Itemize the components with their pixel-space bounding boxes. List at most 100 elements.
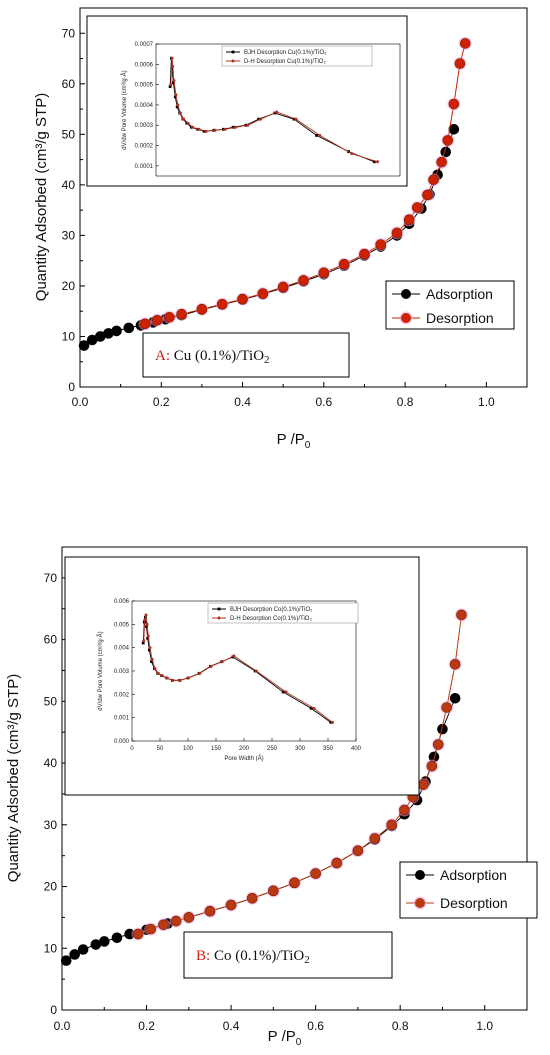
desorption-point	[456, 609, 467, 621]
annotation-box	[183, 931, 393, 979]
legend-marker	[415, 898, 425, 908]
inset-dh-point	[170, 56, 174, 60]
desorption-point	[422, 189, 433, 201]
inset-dh-point	[187, 676, 191, 680]
legend-label: Adsorption	[440, 867, 507, 883]
inset-dh-point	[312, 706, 316, 710]
desorption-point	[318, 267, 330, 279]
inset-y-axis-label: dV/dw Pore Volume (cm³/g·Å)	[97, 631, 104, 710]
inset-bjh-point	[372, 160, 376, 164]
inset-x-tick-label: 0	[130, 746, 134, 752]
annotation-letter: A:	[155, 348, 170, 364]
adsorption-point	[449, 692, 461, 704]
annotation-text: A: Cu (0.1%)/TiO2	[155, 348, 270, 366]
inset-series-line-1	[170, 58, 378, 163]
desorption-point	[139, 318, 151, 330]
inset-dh-point	[150, 657, 154, 661]
inset-dh-point	[284, 690, 288, 694]
desorption-point	[403, 214, 415, 226]
adsorption-point	[60, 955, 72, 966]
inset-bjh-point	[168, 85, 172, 89]
inset-dh-point	[223, 127, 227, 131]
x-axis-label-subscript: 0	[296, 1037, 302, 1048]
y-axis-label: Quantity Adsorbed (cm³/g STP)	[33, 93, 50, 301]
inset-y-tick-label: 0.0002	[135, 144, 154, 150]
desorption-point	[145, 923, 157, 935]
adsorption-point	[448, 123, 460, 135]
inset-x-tick-label: 50	[157, 746, 164, 752]
y-tick-label: 0	[50, 1003, 57, 1017]
inset-legend-marker	[217, 607, 221, 611]
desorption-point	[289, 877, 300, 889]
x-axis-label-main: P /P	[277, 431, 305, 448]
y-tick-label: 70	[62, 26, 76, 40]
x-tick-label: 0.2	[138, 1019, 155, 1033]
desorption-point	[298, 275, 309, 286]
inset-dh-point	[148, 646, 152, 650]
inset-bjh-point	[171, 81, 175, 84]
inset-dh-point	[182, 117, 186, 121]
desorption-point	[196, 303, 208, 315]
inset-dh-point	[220, 660, 224, 664]
inset-y-tick-label: 0.0003	[135, 123, 154, 129]
inset-y-axis-label: dV/dw Pore Volume (cm³/g·Å)	[121, 70, 128, 149]
y-tick-label: 30	[44, 818, 58, 832]
inset-y-tick-label: 0.0006	[135, 62, 154, 68]
legend-label: Desorption	[440, 895, 508, 911]
y-tick-label: 60	[44, 633, 58, 647]
inset-dh-point	[143, 618, 147, 622]
inset-dh-point	[176, 103, 180, 107]
x-axis-label: P /P0	[268, 1028, 302, 1048]
x-tick-label: 0.2	[153, 395, 170, 409]
inset-bjh-point	[146, 636, 150, 640]
x-tick-label: 1.0	[478, 395, 495, 409]
inset-dh-point	[178, 678, 182, 682]
desorption-point	[237, 293, 248, 305]
desorption-point	[399, 804, 410, 816]
annotation-subscript: 2	[304, 954, 310, 966]
inset-bjh-point	[175, 105, 179, 109]
inset-bjh-point	[292, 117, 296, 121]
adsorption-point	[98, 936, 110, 947]
desorption-point	[268, 885, 279, 897]
inset-dh-point	[174, 93, 178, 97]
y-tick-label: 40	[62, 178, 76, 192]
inset-y-tick-label: 0.0005	[135, 83, 154, 89]
inset-dh-point	[171, 678, 175, 682]
adsorption-point	[69, 949, 80, 960]
x-tick-label: 1.0	[476, 1019, 493, 1033]
inset-dh-point	[198, 671, 202, 675]
inset-legend-box	[207, 602, 359, 624]
y-tick-label: 10	[44, 941, 58, 955]
x-tick-label: 0.4	[234, 395, 251, 409]
inset-bjh-point	[150, 660, 153, 664]
annotation-box	[142, 332, 350, 378]
legend-marker	[415, 870, 425, 880]
desorption-point	[459, 38, 471, 49]
y-axis-label: Quantity Adsorbed (cm³/g STP)	[5, 674, 22, 882]
inset-legend-label: BJH Desorption Co(0.1%)/TiO₂	[230, 607, 313, 613]
desorption-point	[375, 239, 387, 250]
inset-dh-point	[234, 125, 238, 129]
inset-plot-frame	[131, 600, 357, 742]
inset-series-line-1	[143, 614, 333, 723]
y-tick-label: 70	[44, 571, 58, 585]
inset-dh-point	[171, 64, 175, 68]
inset-dh-point	[144, 613, 148, 617]
inset-y-tick-label: 0.0004	[135, 103, 154, 109]
inset-bjh-point	[281, 690, 285, 694]
inset-dh-point	[254, 669, 258, 673]
inset-dh-point	[153, 667, 157, 671]
desorption-point	[151, 314, 163, 326]
inset-bjh-point	[315, 133, 318, 137]
inset-bjh-point	[170, 66, 174, 70]
legend-label: Adsorption	[426, 286, 493, 302]
desorption-point	[257, 288, 269, 299]
inset-bjh-point	[257, 117, 261, 121]
desorption-point	[411, 202, 423, 213]
inset-bjh-point	[309, 706, 313, 710]
inset-dh-point	[259, 117, 263, 121]
inset-legend-box	[221, 45, 373, 67]
